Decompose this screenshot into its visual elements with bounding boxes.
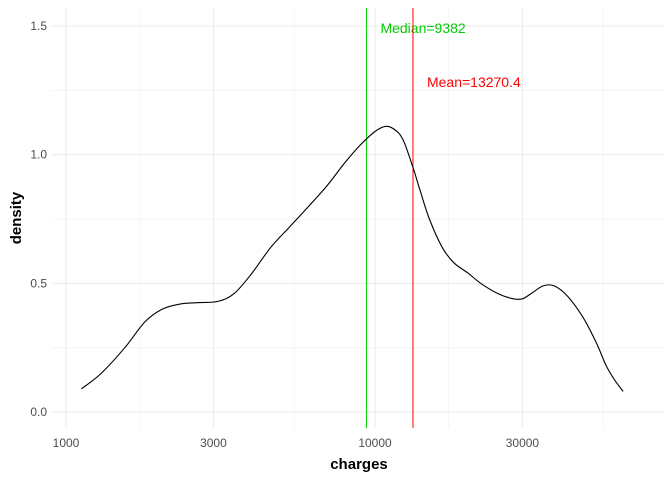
- grid: [52, 8, 664, 428]
- y-tick-label: 1.0: [30, 148, 47, 162]
- reference-lines: Median=9382 Mean=13270.4: [365, 8, 521, 428]
- x-axis-ticks: 1000 3000 10000 30000: [53, 436, 540, 450]
- y-axis-title: density: [8, 191, 25, 244]
- y-tick-label: 1.5: [30, 19, 47, 33]
- density-curve: [81, 125, 624, 392]
- mean-label: Mean=13270.4: [427, 74, 521, 90]
- x-tick-label: 3000: [200, 436, 227, 450]
- x-tick-label: 10000: [358, 436, 392, 450]
- x-axis-title: charges: [330, 456, 388, 473]
- x-tick-label: 1000: [53, 436, 80, 450]
- y-tick-label: 0.5: [30, 276, 47, 290]
- median-label: Median=9382: [380, 20, 465, 36]
- series-layer: [81, 125, 624, 392]
- y-axis-ticks: 0.0 0.5 1.0 1.5: [30, 19, 47, 419]
- y-tick-label: 0.0: [30, 405, 47, 419]
- x-tick-label: 30000: [506, 436, 540, 450]
